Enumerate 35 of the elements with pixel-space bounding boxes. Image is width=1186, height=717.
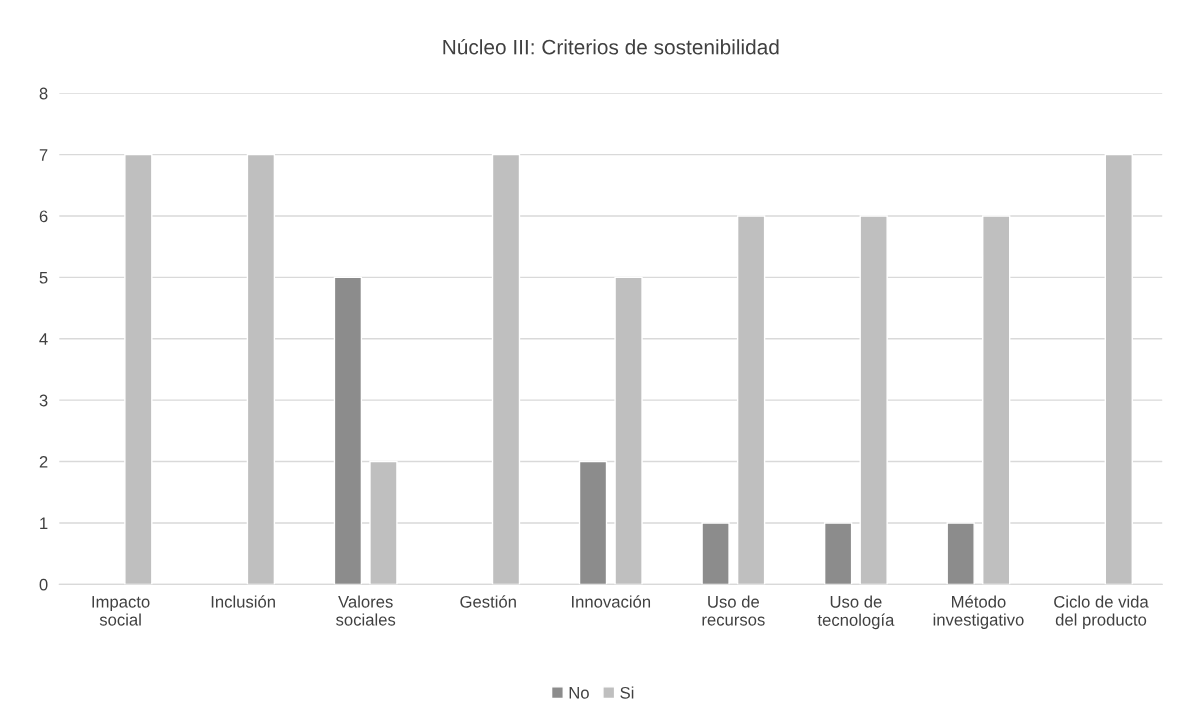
x-tick-label: Método investigativo (933, 595, 1024, 629)
y-tick-label: 8 (39, 87, 48, 100)
y-tick-label: 3 (39, 394, 48, 407)
y-tick-label: 2 (39, 455, 48, 468)
bar (823, 522, 853, 585)
x-tick-label: Valores sociales (336, 595, 396, 626)
bar (859, 215, 888, 585)
bar (701, 522, 730, 585)
bar (736, 215, 766, 585)
bar (1104, 153, 1133, 585)
bar (578, 460, 608, 585)
y-tick-label: 5 (39, 271, 48, 284)
bar (124, 153, 153, 585)
bar (246, 153, 276, 585)
x-tick-label: Gestión (460, 595, 516, 608)
bar (333, 276, 363, 585)
bar (946, 522, 975, 585)
x-tick-label: Inclusión (211, 595, 275, 608)
bar (982, 215, 1011, 585)
y-tick-label: 0 (39, 578, 48, 591)
bar (369, 460, 398, 585)
x-tick-label: Uso de recursos (702, 595, 765, 626)
y-tick-label: 1 (40, 517, 48, 529)
y-tick-label: 4 (39, 333, 48, 345)
x-tick-label: Impacto social (92, 596, 150, 626)
bar (614, 276, 643, 585)
legend-label: No (569, 687, 589, 699)
x-tick-label: Uso de tecnología (817, 595, 895, 630)
x-tick-label: Ciclo de vida del producto (1054, 595, 1149, 629)
legend-label: Si (620, 686, 634, 699)
y-tick-label: 7 (39, 149, 48, 161)
chart-title: Núcleo III: Criterios de sostenibilidad (443, 38, 779, 55)
y-tick-label: 6 (39, 210, 48, 223)
bar (491, 153, 521, 585)
x-tick-label: Innovación (572, 595, 651, 608)
